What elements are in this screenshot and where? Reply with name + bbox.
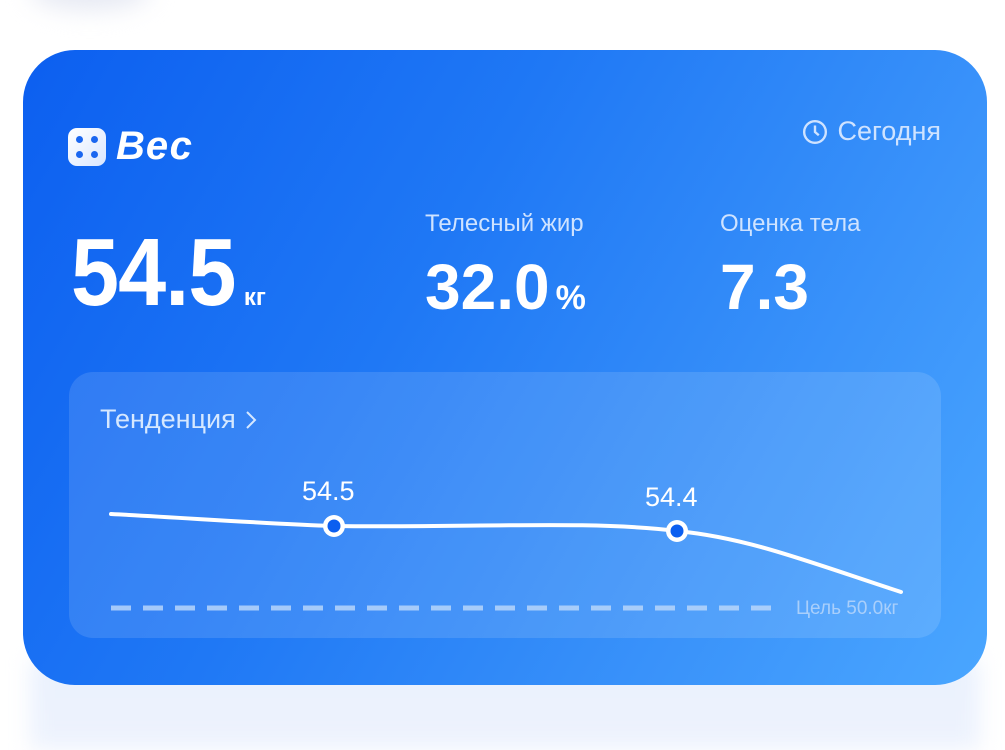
body-fat-metric: 32.0 % [425, 250, 586, 324]
trend-line [109, 512, 903, 594]
body-score-metric: 7.3 [720, 250, 809, 324]
dice-app-icon [68, 127, 106, 166]
trend-panel[interactable]: Тенденция 54.5 54.4 Цель 50.0кг [69, 372, 941, 638]
weight-card[interactable]: Вес Сегодня 54.5 кг Телесный жир 32.0 % … [23, 50, 987, 685]
chevron-right-icon [246, 410, 257, 429]
body-score-label: Оценка тела [720, 210, 861, 237]
trend-point-label: 54.5 [302, 476, 355, 506]
trend-link[interactable]: Тенденция [100, 404, 258, 435]
card-title: Вес [116, 124, 193, 168]
trend-title: Тенденция [100, 404, 236, 434]
trend-chart [109, 512, 903, 611]
date-selector[interactable]: Сегодня [802, 116, 941, 147]
top-shadow [30, 0, 150, 10]
body-fat-unit: % [555, 279, 586, 317]
weight-metric: 54.5 кг [71, 218, 266, 328]
body-fat-value: 32.0 [425, 251, 550, 323]
date-label: Сегодня [837, 116, 941, 146]
clock-icon [802, 119, 827, 144]
weight-value: 54.5 [71, 219, 236, 326]
body-fat-label: Телесный жир [425, 210, 584, 237]
weight-unit: кг [243, 284, 266, 311]
trend-point-label: 54.4 [645, 482, 698, 512]
card-header: Вес [68, 124, 193, 169]
body-score-value: 7.3 [720, 251, 809, 323]
goal-label: Цель 50.0кг [796, 598, 899, 619]
